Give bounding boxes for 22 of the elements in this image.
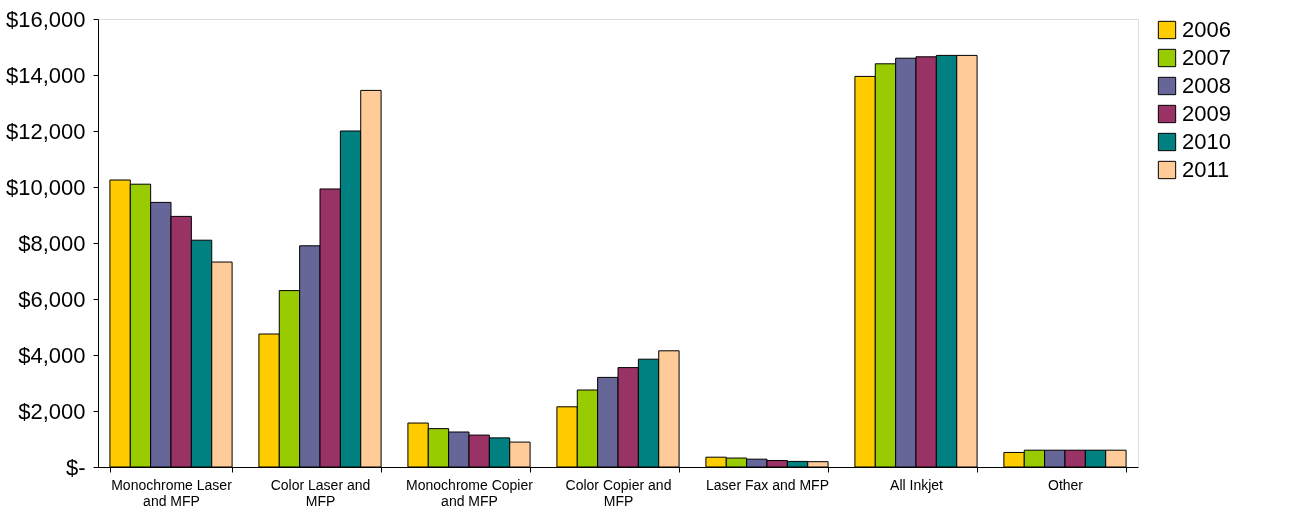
- y-tick-label: $-: [65, 454, 86, 480]
- x-tick-label: All Inkjet: [890, 476, 944, 493]
- legend-label: 2008: [1182, 73, 1231, 98]
- x-tick-label: Laser Fax and MFP: [706, 476, 829, 493]
- x-tick-label: Other: [1047, 476, 1084, 493]
- y-tick-label: $8,000: [18, 230, 86, 256]
- x-tick-label: Monochrome Laser and MFP: [111, 476, 233, 509]
- x-tick-label: Color Laser and MFP: [270, 476, 371, 509]
- y-tick-label: $10,000: [5, 174, 86, 200]
- legend-label: 2009: [1182, 101, 1231, 126]
- y-tick-label: $14,000: [5, 62, 86, 88]
- legend-label: 2010: [1182, 129, 1231, 154]
- y-tick-label: $2,000: [18, 398, 86, 424]
- legend-label: 2006: [1182, 17, 1231, 42]
- x-tick-label: Monochrome Copier and MFP: [406, 476, 534, 509]
- y-tick-label: $12,000: [5, 118, 86, 144]
- x-tick-label: Color Copier and MFP: [565, 476, 672, 509]
- y-tick-label: $4,000: [18, 342, 86, 368]
- y-tick-label: $16,000: [5, 6, 86, 32]
- y-tick-label: $6,000: [18, 286, 86, 312]
- legend-label: 2007: [1182, 45, 1231, 70]
- legend-label: 2011: [1182, 157, 1230, 182]
